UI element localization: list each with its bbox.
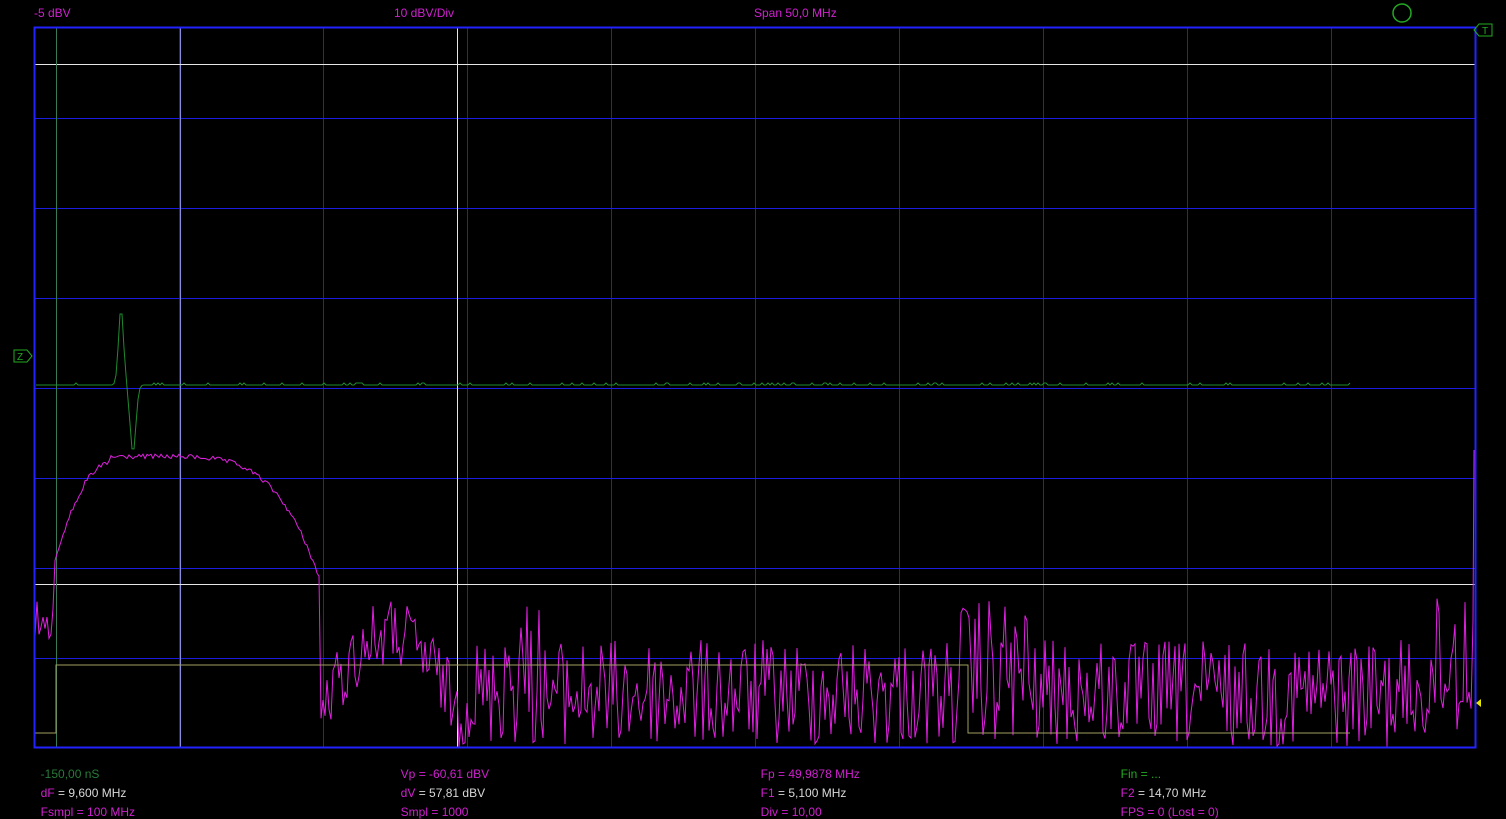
fin-value: = ... xyxy=(1137,767,1162,781)
fp-value: = 49,9878 MHz xyxy=(774,767,860,781)
f1-readout: F1 = 5,100 MHz xyxy=(754,772,847,800)
fsmpl-key: Fsmpl xyxy=(40,805,74,819)
cursor-lines[interactable] xyxy=(35,28,1475,748)
f2-readout: F2 = 14,70 MHz xyxy=(1114,772,1207,800)
vp-readout: Vp = -60,61 dBV xyxy=(394,753,489,781)
time-offset-value: -150,00 nS xyxy=(40,767,100,781)
right-trigger-letter: T xyxy=(1482,26,1488,37)
f1-key: F1 xyxy=(760,786,775,800)
graticule-grid xyxy=(35,28,1475,748)
status-circle-icon[interactable] xyxy=(1392,3,1412,23)
spectrum-trace xyxy=(34,449,1475,749)
left-trigger-marker-icon[interactable]: Z xyxy=(13,349,33,363)
smpl-value: = 1000 xyxy=(428,805,469,819)
right-trigger-marker-icon[interactable]: T xyxy=(1473,23,1493,37)
fp-readout: Fp = 49,9878 MHz xyxy=(754,753,860,781)
frequency-span: Span 50,0 MHz xyxy=(754,6,837,20)
dv-key: dV xyxy=(400,786,416,800)
time-offset-readout: -150,00 nS xyxy=(34,753,100,781)
f2-key: F2 xyxy=(1120,786,1135,800)
plot-border xyxy=(33,26,1477,749)
vp-key: Vp xyxy=(400,767,416,781)
f1-value: = 5,100 MHz xyxy=(774,786,847,800)
left-trigger-letter: Z xyxy=(17,352,23,363)
time-domain-trace xyxy=(36,313,1351,450)
fps-value: = 0 (Lost = 0) xyxy=(1144,805,1219,819)
fin-key: Fin xyxy=(1120,767,1138,781)
df-value: = 9,600 MHz xyxy=(54,786,127,800)
df-key: dF xyxy=(40,786,55,800)
dv-readout: dV = 57,81 dBV xyxy=(394,772,485,800)
fin-readout: Fin = ... xyxy=(1114,753,1161,781)
smpl-readout: Smpl = 1000 xyxy=(394,791,469,819)
level-arrow-icon[interactable] xyxy=(1476,699,1481,707)
vp-value: = -60,61 dBV xyxy=(415,767,490,781)
fps-key: FPS xyxy=(1120,805,1145,819)
limit-line xyxy=(35,664,1350,734)
f2-value: = 14,70 MHz xyxy=(1134,786,1207,800)
dv-value: = 57,81 dBV xyxy=(415,786,486,800)
fsmpl-readout: Fsmpl = 100 MHz xyxy=(34,791,135,819)
reference-level: -5 dBV xyxy=(34,6,71,20)
div-readout: Div = 10,00 xyxy=(754,791,822,819)
div-key: Div xyxy=(760,805,779,819)
smpl-key: Smpl xyxy=(400,805,429,819)
fp-key: Fp xyxy=(760,767,775,781)
div-value: = 10,00 xyxy=(778,805,822,819)
df-readout: dF = 9,600 MHz xyxy=(34,772,127,800)
vertical-scale: 10 dBV/Div xyxy=(394,6,455,20)
fps-readout: FPS = 0 (Lost = 0) xyxy=(1114,791,1219,819)
fsmpl-value: = 100 MHz xyxy=(73,805,136,819)
